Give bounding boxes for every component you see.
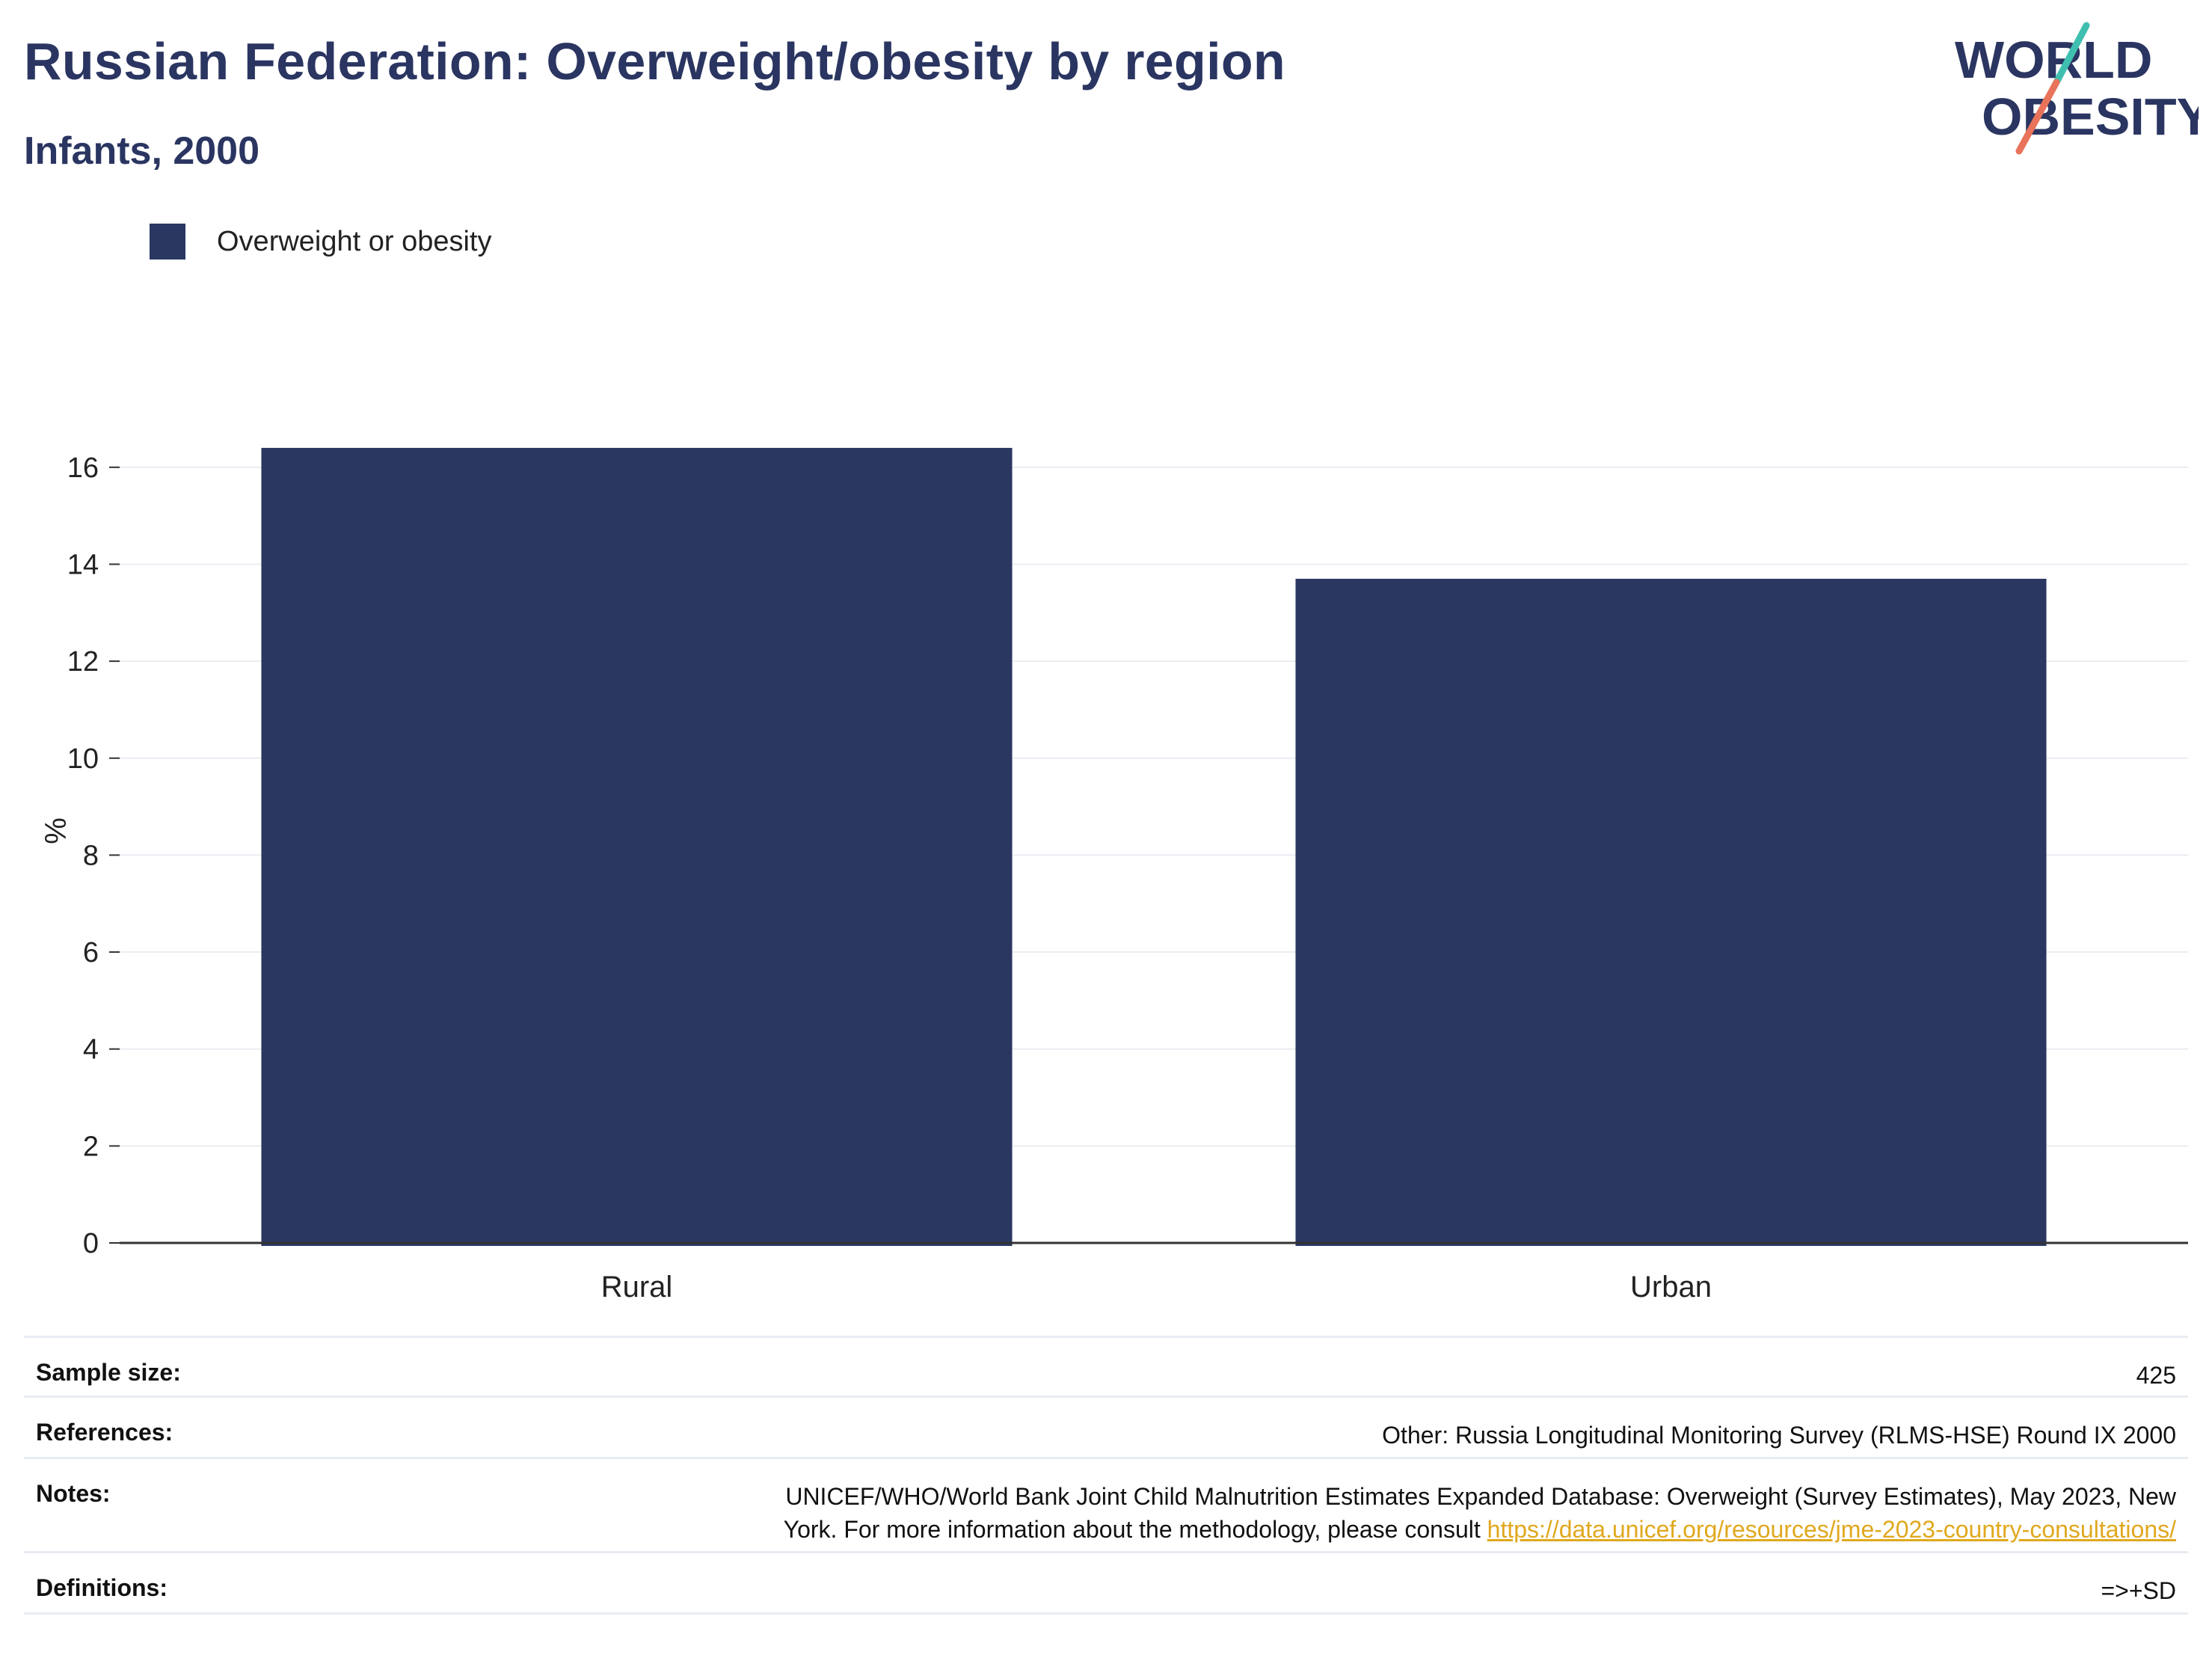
logo-slash-top (2053, 22, 2090, 86)
y-tick-label: 10 (67, 743, 99, 775)
methodology-link[interactable]: https://data.unicef.org/resources/jme-20… (1487, 1516, 2176, 1543)
notes-line-1: UNICEF/WHO/World Bank Joint Child Malnut… (785, 1483, 2176, 1510)
sample-size-row: Sample size: 425 (24, 1336, 2188, 1397)
notes-line-2: York. For more information about the met… (783, 1516, 1487, 1543)
label-layer: 0 2 4 6 8 10 12 14 16 Rural Urban (67, 452, 1712, 1304)
bar-urban (1295, 578, 2047, 1246)
y-axis-title: % (38, 817, 71, 844)
notes-label: Notes: (24, 1457, 293, 1553)
references-row: References: Other: Russia Longitudinal M… (24, 1395, 2188, 1458)
notes-value: UNICEF/WHO/World Bank Joint Child Malnut… (293, 1457, 2188, 1553)
definitions-value: =>+SD (293, 1551, 2188, 1615)
definitions-row: Definitions: =>+SD (24, 1551, 2188, 1615)
chart-subtitle: Infants, 2000 (24, 129, 260, 173)
x-category-label: Urban (1630, 1271, 1712, 1304)
x-category-label: Rural (601, 1271, 673, 1304)
info-table: Sample size: 425 References: Other: Russ… (24, 1336, 2188, 1615)
bar-layer (261, 447, 2047, 1247)
bar-chart: 0 2 4 6 8 10 12 14 16 Rural Urban % (38, 447, 2188, 1304)
definitions-label: Definitions: (24, 1551, 293, 1615)
y-tick-label: 2 (83, 1131, 99, 1162)
world-obesity-logo: WORLD OBESITY (1955, 22, 2199, 155)
sample-size-label: Sample size: (24, 1336, 293, 1397)
legend-swatch (150, 224, 185, 260)
y-tick-label: 14 (67, 549, 99, 580)
y-tick-label: 0 (83, 1228, 99, 1259)
y-tick-label: 16 (67, 452, 99, 484)
legend-label: Overweight or obesity (217, 225, 492, 257)
y-tick-label: 6 (83, 937, 99, 968)
notes-row: Notes: UNICEF/WHO/World Bank Joint Child… (24, 1457, 2188, 1553)
references-label: References: (24, 1395, 293, 1458)
chart-title: Russian Federation: Overweight/obesity b… (24, 32, 1285, 90)
references-value: Other: Russia Longitudinal Monitoring Su… (293, 1395, 2188, 1458)
logo-slash-bottom (2015, 79, 2060, 155)
logo-line-1: WORLD (1955, 31, 2152, 89)
sample-size-value: 425 (293, 1336, 2188, 1397)
bar-rural (261, 447, 1013, 1247)
logo-line-2: OBESITY (1982, 87, 2199, 146)
legend: Overweight or obesity (150, 221, 492, 262)
y-tick-label: 8 (83, 840, 99, 871)
y-tick-label: 12 (67, 646, 99, 678)
y-tick-label: 4 (83, 1034, 99, 1066)
